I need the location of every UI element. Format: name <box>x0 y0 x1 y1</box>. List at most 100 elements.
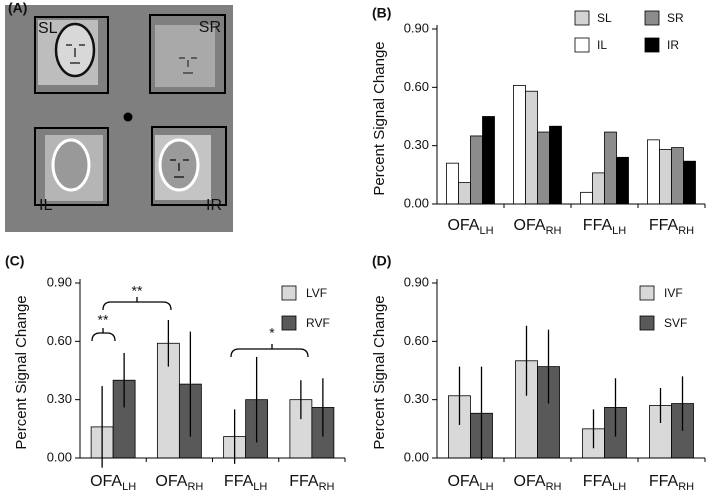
y-tick-label: 0.30 <box>47 391 72 406</box>
bar <box>549 125 562 205</box>
panel-label: (A) <box>8 0 27 16</box>
bar <box>458 182 471 205</box>
category-name: OFA <box>155 473 187 490</box>
stimulus-panel: (A) SL SR IL IR <box>5 0 233 232</box>
x-tick-label: OFARH <box>514 217 562 237</box>
x-tick-label: FFARH <box>649 473 694 493</box>
x-tick-label: FFALH <box>583 473 626 493</box>
category-name: FFA <box>649 473 679 490</box>
bar <box>525 90 538 205</box>
legend-label: IL <box>597 38 607 52</box>
category-subscript: RH <box>678 225 694 237</box>
legend-swatch <box>639 285 655 301</box>
features <box>170 159 189 178</box>
features <box>66 44 85 64</box>
legend-swatch <box>281 315 297 331</box>
bar <box>470 135 483 205</box>
category-subscript: LH <box>612 225 626 237</box>
category-subscript: LH <box>479 225 493 237</box>
category-subscript: RH <box>187 481 203 493</box>
significance-label: ** <box>132 283 143 299</box>
category-subscript: RH <box>546 225 562 237</box>
face-patch <box>155 25 215 87</box>
category-subscript: LH <box>122 481 136 493</box>
bar <box>580 191 593 205</box>
significance-bracket <box>91 328 116 342</box>
x-tick-label: FFARH <box>649 217 694 237</box>
quadrant-box <box>34 127 109 206</box>
bar <box>604 131 617 205</box>
y-axis-label: Percent Signal Change <box>371 41 388 195</box>
category-name: FFA <box>583 217 613 234</box>
quadrant-box <box>34 16 109 94</box>
y-axis-label: Percent Signal Change <box>371 295 388 449</box>
y-tick-label: 0.60 <box>47 333 72 348</box>
category-subscript: RH <box>319 481 335 493</box>
significance-label: * <box>269 325 275 341</box>
y-tick-label: 0.00 <box>404 195 429 210</box>
condition-label: SR <box>199 19 221 36</box>
condition-label: IL <box>39 197 52 214</box>
y-tick-label: 0.90 <box>47 274 72 289</box>
legend-label: SVF <box>664 316 687 330</box>
category-subscript: RH <box>678 481 694 493</box>
legend-swatch <box>574 10 590 26</box>
y-tick-label: 0.60 <box>404 79 429 94</box>
bar <box>616 156 629 205</box>
category-subscript: RH <box>546 481 562 493</box>
bar <box>659 149 672 205</box>
quadrant-box <box>149 14 226 94</box>
bar <box>446 162 459 205</box>
category-name: FFA <box>224 473 254 490</box>
features <box>179 57 197 74</box>
category-name: OFA <box>447 473 479 490</box>
y-axis-label: Percent Signal Change <box>13 295 30 449</box>
bar <box>537 131 550 205</box>
panel-label: (B) <box>372 5 391 21</box>
category-name: OFA <box>514 217 546 234</box>
significance-bracket <box>102 297 172 311</box>
category-name: OFA <box>447 217 479 234</box>
y-tick-label: 0.60 <box>404 333 429 348</box>
condition-label: SL <box>38 20 58 37</box>
bar <box>683 160 696 205</box>
bar <box>592 172 605 205</box>
legend-label: RVF <box>306 316 330 330</box>
quadrant-box <box>151 126 227 206</box>
x-tick-label: FFALH <box>583 217 626 237</box>
significance-bracket <box>230 344 309 358</box>
y-tick-label: 0.90 <box>404 20 429 35</box>
legend-swatch <box>281 285 297 301</box>
category-subscript: LH <box>479 481 493 493</box>
legend-swatch <box>639 315 655 331</box>
y-tick-label: 0.90 <box>404 274 429 289</box>
y-tick-label: 0.00 <box>47 449 72 464</box>
bar <box>482 116 495 205</box>
legend-swatch <box>644 10 660 26</box>
legend-swatch <box>644 37 660 53</box>
x-tick-label: OFARH <box>514 473 562 493</box>
category-name: FFA <box>289 473 319 490</box>
y-tick-label: 0.00 <box>404 449 429 464</box>
bar <box>671 147 684 205</box>
panel-label: (D) <box>372 253 391 269</box>
face <box>51 138 91 192</box>
legend-label: SR <box>667 11 684 25</box>
category-name: OFA <box>514 473 546 490</box>
legend-label: LVF <box>306 286 327 300</box>
category-name: FFA <box>649 217 679 234</box>
y-tick-label: 0.30 <box>404 137 429 152</box>
category-name: FFA <box>583 473 613 490</box>
legend-label: IVF <box>664 286 683 300</box>
x-tick-label: OFALH <box>447 217 493 237</box>
bar <box>513 84 526 205</box>
category-subscript: LH <box>253 481 267 493</box>
x-tick-label: FFARH <box>289 473 334 493</box>
legend-label: SL <box>597 11 612 25</box>
x-tick-label: OFALH <box>90 473 136 493</box>
bar <box>647 139 660 205</box>
panel-label: (C) <box>5 253 24 269</box>
x-tick-label: OFALH <box>447 473 493 493</box>
legend-swatch <box>574 37 590 53</box>
